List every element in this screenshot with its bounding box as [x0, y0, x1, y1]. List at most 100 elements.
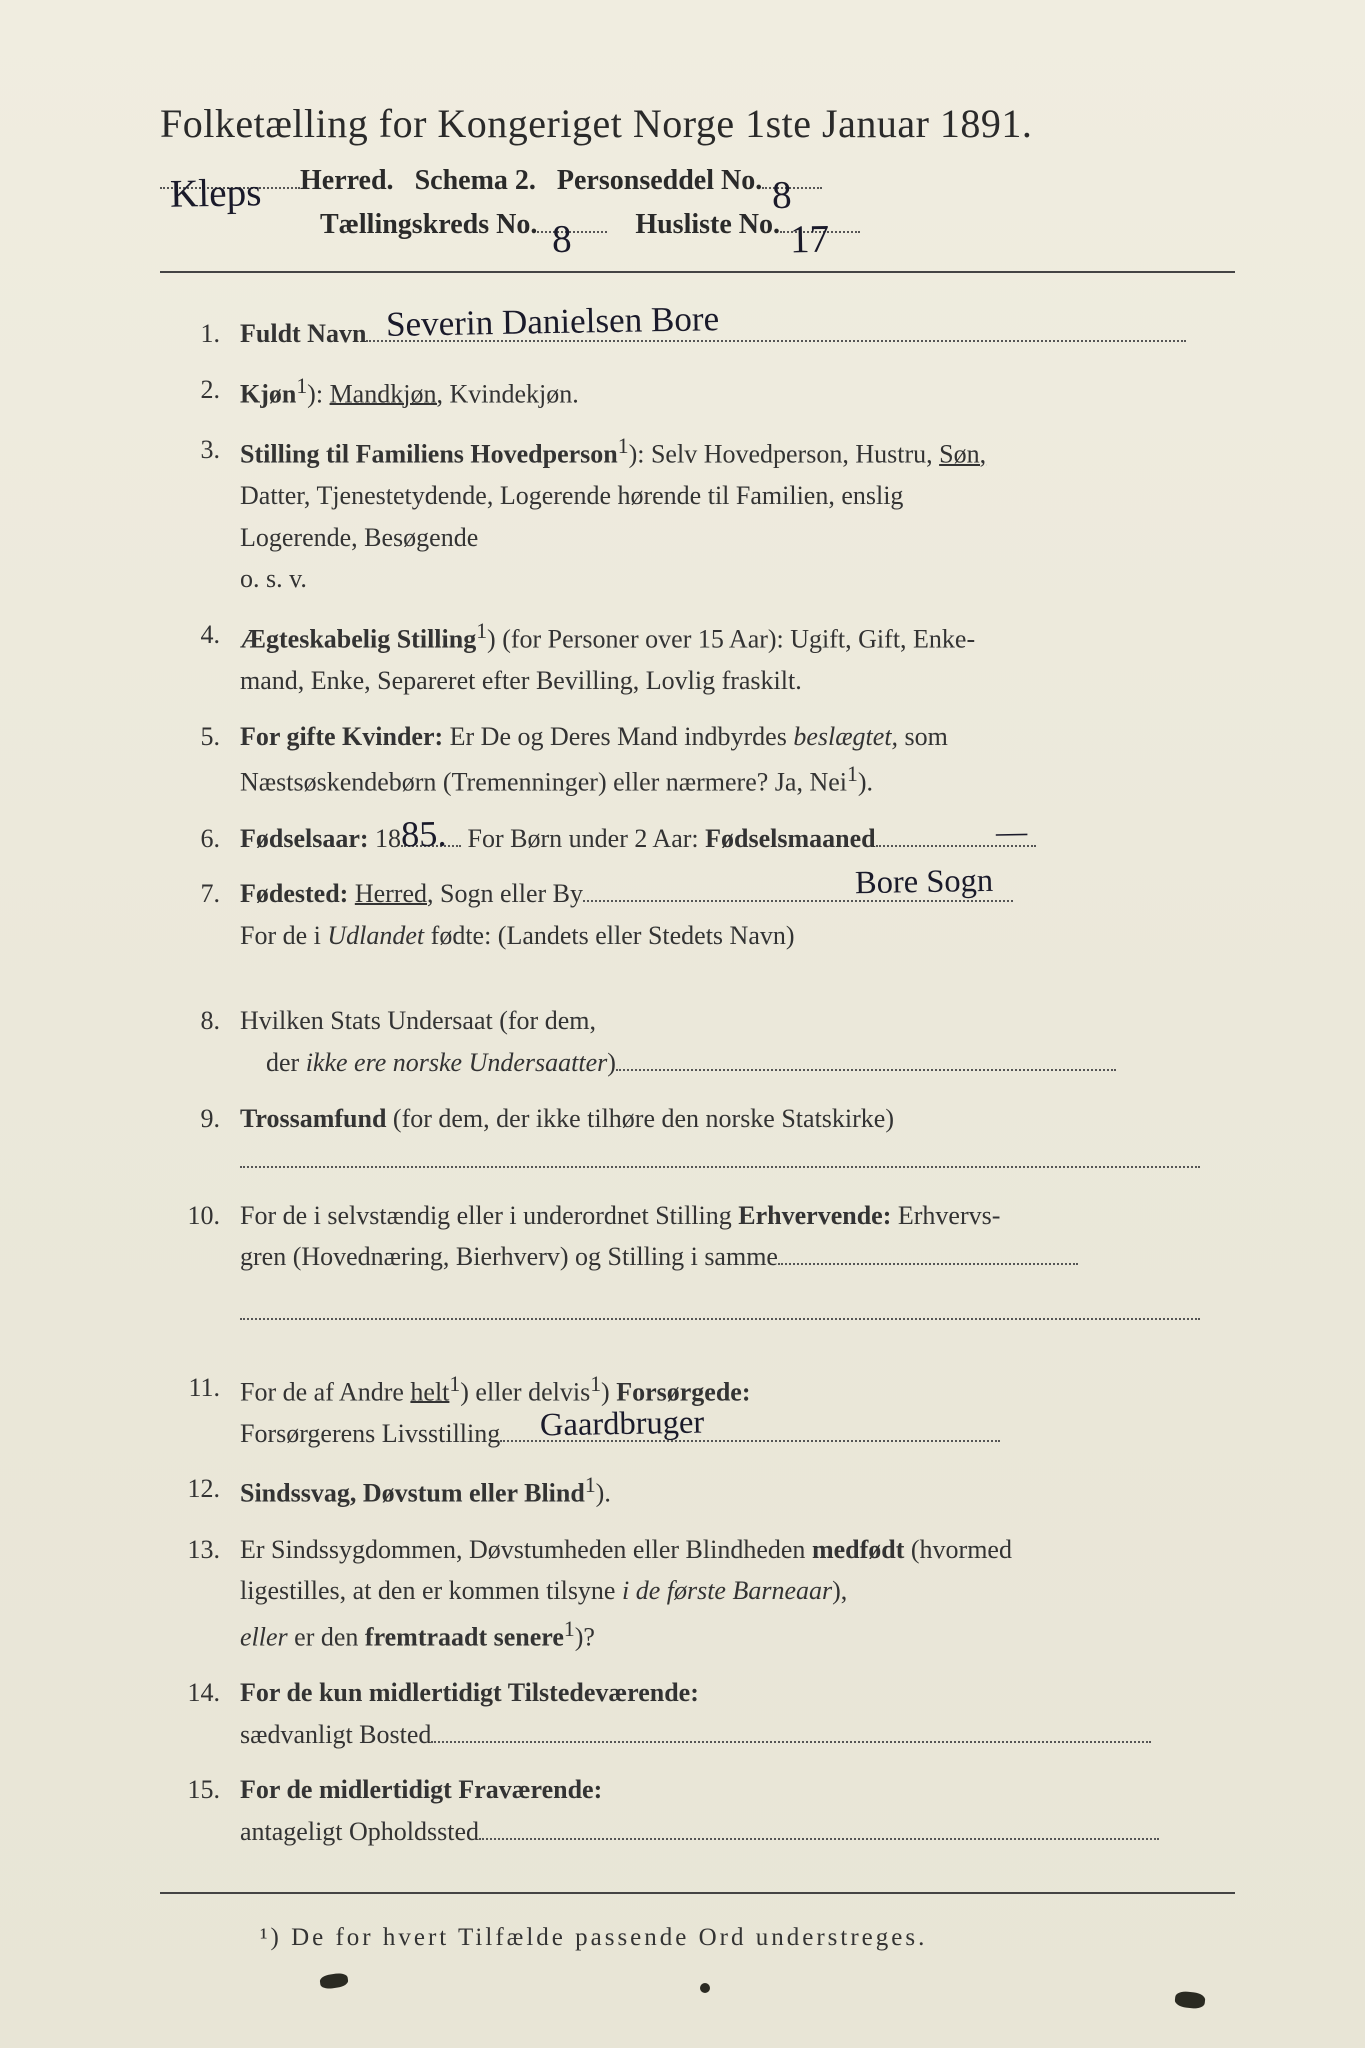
item-num-4: 4. — [160, 614, 240, 702]
taellingskreds-label: Tællingskreds No. — [320, 209, 537, 240]
ink-dot — [700, 1983, 710, 1993]
item7-line2i: Udlandet — [327, 921, 424, 950]
personseddel-label: Personseddel No. — [557, 165, 762, 196]
item-1: 1. Fuldt Navn Severin Danielsen Bore — [160, 313, 1235, 355]
item-num-8: 8. — [160, 1000, 240, 1083]
item14-line1: For de kun midlertidigt Tilstedeværende: — [240, 1678, 699, 1707]
item8-line1: Hvilken Stats Undersaat (for dem, — [240, 1006, 596, 1035]
item-4: 4. Ægteskabelig Stilling1) (for Personer… — [160, 614, 1235, 702]
label-trossamfund: Trossamfund — [240, 1104, 386, 1133]
item14-line2: sædvanligt Bosted — [240, 1720, 431, 1749]
item-3: 3. Stilling til Familiens Hovedperson1):… — [160, 429, 1235, 600]
item13-medfodt: medfødt — [812, 1535, 904, 1564]
item-8: 8. Hvilken Stats Undersaat (for dem, der… — [160, 1000, 1235, 1083]
item3-line4: o. s. v. — [240, 564, 307, 593]
item-num-14: 14. — [160, 1672, 240, 1755]
label-fuldt-navn: Fuldt Navn — [240, 319, 366, 348]
item3-son: Søn, — [939, 440, 986, 469]
item-6: 6. Fødselsaar: 1885. For Børn under 2 Aa… — [160, 818, 1235, 860]
item-15: 15. For de midlertidigt Fraværende: anta… — [160, 1769, 1235, 1852]
item15-line2: antageligt Opholdssted — [240, 1817, 479, 1846]
kjon-kvindekjon: Kvindekjøn. — [443, 379, 579, 408]
item13-fremtraadt: fremtraadt senere — [365, 1622, 564, 1651]
item-11: 11. For de af Andre helt1) eller delvis1… — [160, 1367, 1235, 1455]
item7-herred: Herred, — [355, 879, 434, 908]
personseddel-no: 8 — [772, 173, 792, 218]
item13-eller: eller — [240, 1622, 288, 1651]
herred-label: Herred. — [300, 165, 394, 196]
item-10: 10. For de i selvstændig eller i underor… — [160, 1195, 1235, 1333]
item-num-2: 2. — [160, 369, 240, 415]
item-7: 7. Fødested: Herred, Sogn eller By Bore … — [160, 873, 1235, 956]
item-14: 14. For de kun midlertidigt Tilstedevære… — [160, 1672, 1235, 1755]
item-12: 12. Sindssvag, Døvstum eller Blind1). — [160, 1468, 1235, 1514]
label-aegteskab: Ægteskabelig Stilling — [240, 625, 476, 654]
page-title: Folketælling for Kongeriget Norge 1ste J… — [160, 100, 1235, 147]
taellingskreds-no: 8 — [552, 217, 572, 262]
forsorger-value: Gaardbruger — [540, 1396, 705, 1451]
sup-12: 1 — [585, 1473, 596, 1497]
ink-blot — [319, 1972, 349, 1990]
item6-text2: For Børn under 2 Aar: — [468, 824, 706, 853]
item13-line3b: er den — [288, 1622, 365, 1651]
label-stilling: Stilling til Familiens Hovedperson — [240, 440, 618, 469]
item13-line1c: (hvormed — [904, 1535, 1012, 1564]
sup-4: 1 — [476, 619, 487, 643]
strike-mark: — — [996, 806, 1028, 856]
schema-label: Schema 2. — [415, 165, 536, 196]
item3-line3: Logerende, Besøgende — [240, 523, 478, 552]
item3-line1a: Selv Hovedperson, Hustru, — [651, 440, 939, 469]
header-line-1: Kleps Herred. Schema 2. Personseddel No.… — [160, 165, 1235, 197]
item13-line2b: ), — [832, 1576, 847, 1605]
item-num-15: 15. — [160, 1769, 240, 1852]
husliste-no: 17 — [790, 217, 830, 263]
item5-line1b: som — [898, 722, 948, 751]
item11-line2: Forsørgerens Livsstilling — [240, 1419, 500, 1448]
item7-line2b: fødte: (Landets eller Stedets Navn) — [424, 921, 794, 950]
item-num-12: 12. — [160, 1468, 240, 1514]
item3-line2: Datter, Tjenestetydende, Logerende høren… — [240, 481, 903, 510]
item5-line2: Næstsøskendebørn (Tremenninger) eller næ… — [240, 768, 847, 797]
label-fodested: Fødested: — [240, 879, 348, 908]
item-num-11: 11. — [160, 1367, 240, 1455]
item4-line1: (for Personer over 15 Aar): Ugift, Gift,… — [496, 625, 975, 654]
item-num-7: 7. — [160, 873, 240, 956]
husliste-label: Husliste No. — [635, 209, 780, 240]
sup-13: 1 — [564, 1617, 575, 1641]
fuldt-navn-value: Severin Danielsen Bore — [386, 291, 720, 353]
year-prefix: 18 — [375, 824, 401, 853]
sup-3: 1 — [618, 434, 629, 458]
item11-line1a: For de af Andre — [240, 1377, 410, 1406]
sup-5: 1 — [847, 762, 858, 786]
item-num-1: 1. — [160, 313, 240, 355]
item-num-5: 5. — [160, 716, 240, 804]
item13-line2i: i de første Barneaar — [622, 1576, 832, 1605]
sup-11b: 1 — [590, 1372, 601, 1396]
item-9: 9. Trossamfund (for dem, der ikke tilhør… — [160, 1098, 1235, 1181]
item10-line1a: For de i selvstændig eller i underordnet… — [240, 1201, 738, 1230]
item11-helt: helt — [410, 1377, 449, 1406]
label-kjon: Kjøn — [240, 379, 296, 408]
footnote: ¹) De for hvert Tilfælde passende Ord un… — [260, 1924, 1235, 1952]
item-num-10: 10. — [160, 1195, 240, 1333]
sup-11a: 1 — [449, 1372, 460, 1396]
kjon-mandkjon: Mandkjøn, — [330, 379, 443, 408]
item7-line2a: For de i — [240, 921, 327, 950]
item-5: 5. For gifte Kvinder: Er De og Deres Man… — [160, 716, 1235, 804]
item8-line2i: ikke ere norske Undersaatter — [306, 1048, 608, 1077]
item10-line2: gren (Hovednæring, Bierhverv) og Stillin… — [240, 1242, 778, 1271]
spacer-2 — [160, 1347, 1235, 1367]
fodested-value: Bore Sogn — [854, 855, 993, 909]
item-num-6: 6. — [160, 818, 240, 860]
label-gifte-kvinder: For gifte Kvinder: — [240, 722, 443, 751]
sup-2: 1 — [296, 374, 307, 398]
item-num-13: 13. — [160, 1529, 240, 1658]
item10-line1b: Erhvervende: — [738, 1201, 891, 1230]
label-sindssvag: Sindssvag, Døvstum eller Blind — [240, 1479, 585, 1508]
item10-line1c: Erhvervs- — [891, 1201, 1000, 1230]
item9-text: (for dem, der ikke tilhøre den norske St… — [386, 1104, 894, 1133]
item-num-3: 3. — [160, 429, 240, 600]
item15-line1: For de midlertidigt Fraværende: — [240, 1775, 602, 1804]
item5-line1i: beslægtet, — [793, 722, 898, 751]
year-handwritten: 85. — [401, 804, 448, 863]
